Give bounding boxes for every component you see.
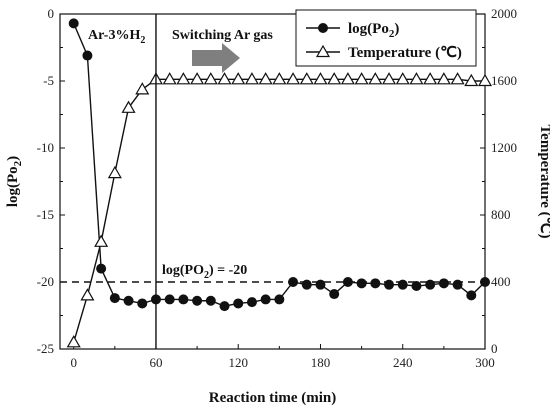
legend-marker-temperature xyxy=(315,44,331,58)
x-tick-label: 240 xyxy=(393,355,413,370)
temperature-point xyxy=(299,72,314,85)
temperature-point xyxy=(94,234,109,247)
y-right-tick-label: 800 xyxy=(491,207,511,222)
y-left-tick-label: -20 xyxy=(37,274,54,289)
temperature-point xyxy=(176,72,191,85)
po2-point xyxy=(96,263,107,274)
y-left-tick-label: -5 xyxy=(43,73,54,88)
po2-point xyxy=(178,294,189,305)
po2-point xyxy=(274,294,285,305)
x-tick-label: 180 xyxy=(311,355,331,370)
po2-point xyxy=(342,277,353,287)
temperature-point xyxy=(190,72,205,85)
po2-point xyxy=(109,293,120,304)
y-right-tick-label: 1200 xyxy=(491,140,517,155)
po2-point xyxy=(370,278,381,289)
temperature-point xyxy=(409,72,424,85)
temperature-point xyxy=(203,72,218,85)
temperature-point xyxy=(272,72,287,85)
temperature-point xyxy=(162,72,177,85)
temperature-point xyxy=(231,72,246,85)
po2-point xyxy=(384,279,395,290)
temperature-point xyxy=(286,72,301,85)
temperature-point xyxy=(464,73,479,87)
legend-label-temperature: Temperature (℃) xyxy=(348,45,462,61)
temperature-point xyxy=(395,72,410,85)
y-right-tick-label: 2000 xyxy=(491,6,517,21)
po2-point xyxy=(192,295,203,306)
po2-point xyxy=(68,18,79,29)
switch-arrow xyxy=(192,43,240,73)
temperature-point xyxy=(66,335,81,348)
threshold-label: log(PO2) = -20 xyxy=(162,263,247,281)
temperature-point xyxy=(135,82,150,95)
po2-point xyxy=(260,294,271,305)
po2-point xyxy=(466,290,477,301)
legend-label-po2: log(Po2) xyxy=(348,21,399,40)
temperature-point xyxy=(368,72,383,85)
po2-point xyxy=(425,279,436,290)
y-left-tick-label: -10 xyxy=(37,140,54,155)
po2-point xyxy=(123,295,134,306)
temperature-point xyxy=(121,100,136,113)
y-left-tick-label: -25 xyxy=(37,341,54,356)
po2-point xyxy=(219,301,230,312)
y-left-axis-title: log(Po2) xyxy=(5,156,24,207)
y-right-axis-title: Temperature (℃) xyxy=(537,125,550,239)
legend: log(Po2) Temperature (℃) xyxy=(295,9,477,67)
po2-point xyxy=(329,289,340,300)
legend-marker-po2 xyxy=(318,23,328,33)
po2-point xyxy=(301,279,312,290)
temperature-point xyxy=(436,72,451,85)
annotations: Ar-3%H2 Switching Ar gas log(PO2) = -20 xyxy=(60,14,485,349)
po2-point xyxy=(137,298,148,309)
y-right-tick-label: 0 xyxy=(491,341,498,356)
temperature-point xyxy=(258,72,273,85)
temperature-point xyxy=(354,72,369,85)
y-left-tick-label: 0 xyxy=(48,6,55,21)
x-tick-label: 300 xyxy=(475,355,495,370)
y-right-tick-label: 400 xyxy=(491,274,511,289)
temperature-point xyxy=(244,72,259,85)
temperature-point xyxy=(313,72,328,85)
temperature-point xyxy=(217,72,232,85)
po2-point xyxy=(438,278,449,289)
po2-point xyxy=(452,279,463,290)
po2-point xyxy=(315,279,326,290)
po2-point xyxy=(233,298,244,309)
po2-point xyxy=(356,278,367,289)
temperature-point xyxy=(477,73,493,87)
x-tick-label: 60 xyxy=(149,355,162,370)
po2-point xyxy=(397,279,408,290)
temperature-point xyxy=(107,165,122,179)
temperature-point xyxy=(80,288,95,301)
region-label: Ar-3%H2 xyxy=(88,28,145,46)
y-left-tick-label: -15 xyxy=(37,207,54,222)
po2-point xyxy=(246,297,257,308)
x-tick-label: 120 xyxy=(228,355,248,370)
po2-point xyxy=(164,294,175,305)
po2-point xyxy=(82,50,93,61)
po2-point xyxy=(205,295,216,306)
series-layer xyxy=(66,18,493,348)
switch-label: Switching Ar gas xyxy=(172,28,273,43)
temperature-point xyxy=(381,72,397,85)
y-right-tick-label: 1600 xyxy=(491,73,517,88)
x-axis-title: Reaction time (min) xyxy=(209,390,336,406)
temperature-point xyxy=(423,72,438,85)
po2-point xyxy=(480,277,490,287)
po2-point xyxy=(411,281,422,292)
temperature-point xyxy=(340,72,355,85)
temperature-point xyxy=(327,72,342,85)
temperature-point xyxy=(450,72,465,85)
x-tick-label: 0 xyxy=(70,355,77,370)
